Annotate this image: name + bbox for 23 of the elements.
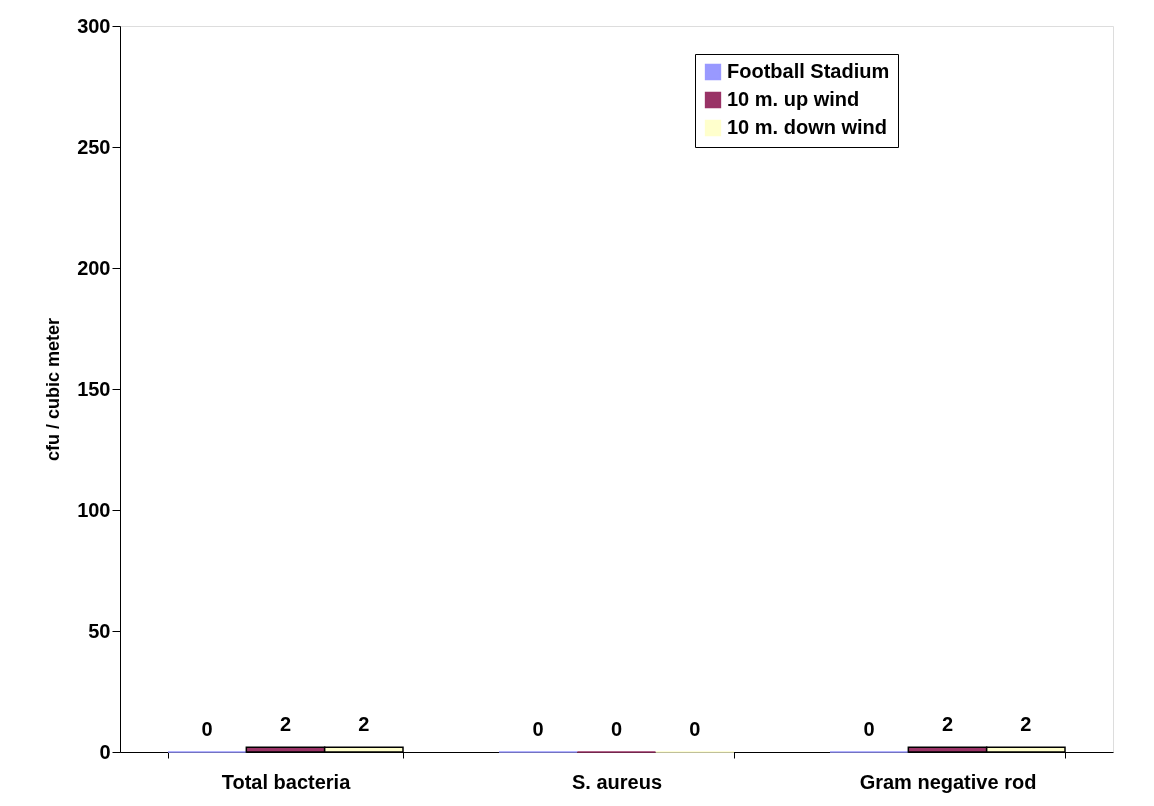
y-tick-label: 300 [77, 14, 111, 37]
y-tick-label: 0 [99, 740, 111, 763]
y-tick-label: 100 [77, 498, 111, 521]
data-label: 2 [279, 713, 292, 736]
data-label: 2 [1020, 713, 1032, 736]
x-tick-label: S. aureus [571, 770, 663, 793]
data-label: 2 [941, 713, 954, 736]
data-label: 2 [358, 713, 370, 736]
data-label: 0 [689, 718, 701, 740]
data-label: 0 [532, 718, 544, 740]
legend-label: 10 m. down wind [727, 116, 888, 138]
data-label: 0 [610, 718, 623, 740]
data-label: 0 [201, 718, 213, 740]
x-tick-label: Total bacteria [221, 770, 352, 793]
legend-label: Football Stadium [727, 60, 890, 82]
y-tick-label: 50 [88, 619, 111, 642]
y-tick-label: 200 [77, 256, 111, 279]
y-tick-label: 250 [77, 135, 111, 158]
y-axis-title: cfu / cubic meter [43, 317, 64, 462]
x-tick-label: Gram negative rod [859, 770, 1037, 793]
legend-label: 10 m. up wind [727, 88, 860, 110]
data-label: 0 [863, 718, 875, 740]
y-tick-label: 150 [77, 377, 111, 400]
